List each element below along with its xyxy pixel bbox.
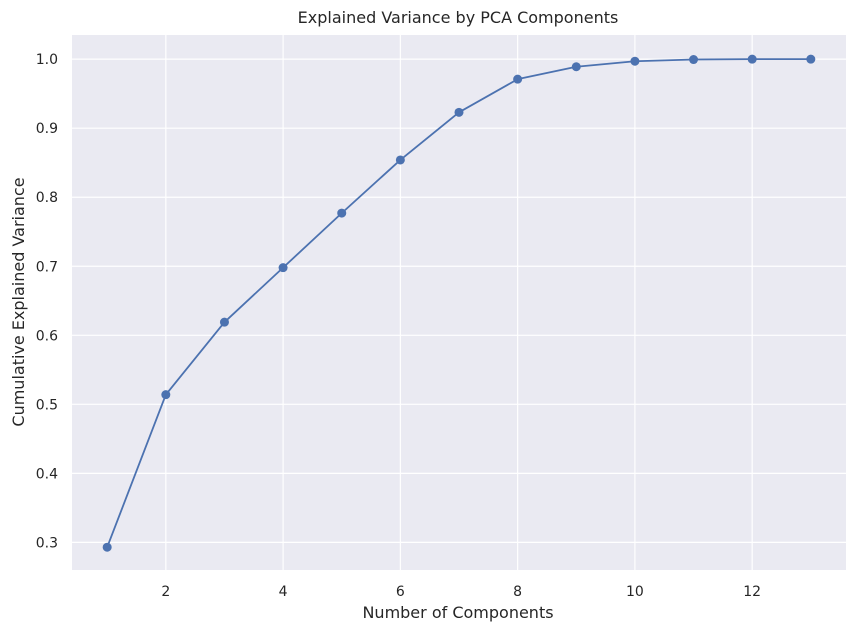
data-point-marker: [513, 74, 523, 84]
data-point-marker: [395, 155, 405, 165]
x-tick-label: 6: [396, 584, 405, 600]
y-axis-label: Cumulative Explained Variance: [9, 177, 28, 426]
x-tick-labels: 2 4 6 8 10 12: [161, 584, 761, 600]
x-tick-label: 2: [161, 584, 170, 600]
plot-area-background: [72, 35, 846, 570]
data-point-marker: [102, 542, 112, 552]
y-tick-labels: 0.3 0.4 0.5 0.6 0.7 0.8 0.9 1.0: [36, 52, 58, 551]
data-point-marker: [571, 62, 581, 72]
y-tick-label: 0.6: [36, 328, 58, 344]
y-tick-label: 0.9: [36, 121, 58, 137]
y-tick-label: 0.4: [36, 466, 58, 482]
grid-lines: [72, 35, 846, 570]
x-tick-label: 8: [513, 584, 522, 600]
data-point-marker: [806, 54, 816, 64]
series-layer: [102, 54, 816, 552]
chart-title: Explained Variance by PCA Components: [298, 8, 619, 27]
data-point-marker: [747, 54, 757, 64]
data-point-marker: [219, 317, 229, 327]
x-axis-label: Number of Components: [362, 603, 553, 622]
y-tick-label: 0.7: [36, 259, 58, 275]
x-tick-label: 12: [743, 584, 761, 600]
data-point-marker: [689, 55, 699, 65]
y-tick-label: 0.5: [36, 397, 58, 413]
data-point-marker: [278, 263, 288, 273]
data-point-marker: [161, 390, 171, 400]
y-tick-label: 1.0: [36, 52, 58, 68]
x-tick-label: 4: [279, 584, 288, 600]
y-tick-label: 0.3: [36, 535, 58, 551]
y-tick-label: 0.8: [36, 190, 58, 206]
data-point-marker: [630, 56, 640, 66]
data-point-marker: [454, 107, 464, 117]
data-point-marker: [337, 208, 347, 218]
x-tick-label: 10: [626, 584, 644, 600]
